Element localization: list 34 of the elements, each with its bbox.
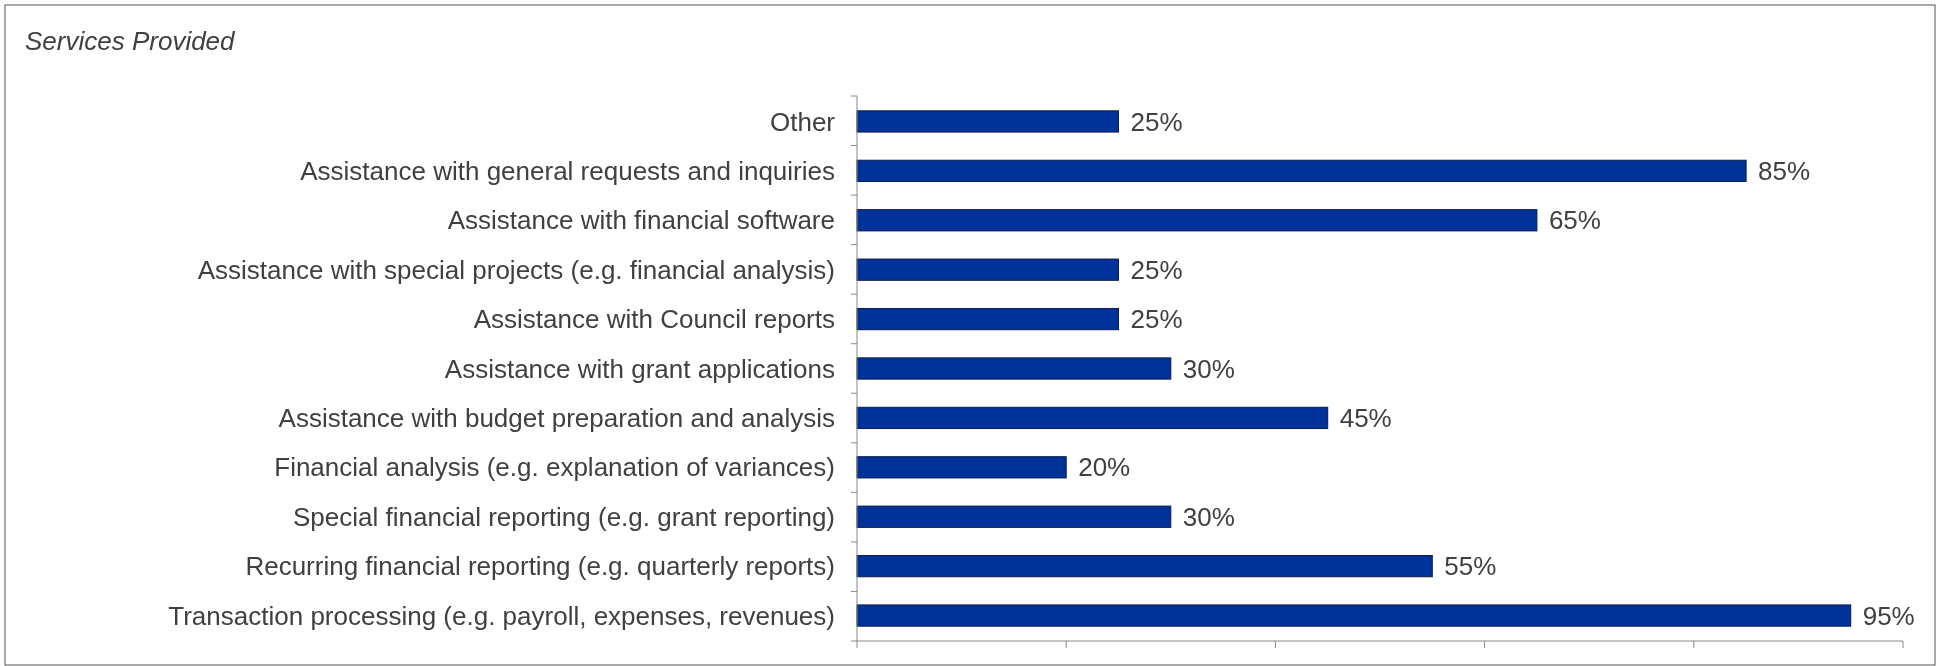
bar xyxy=(856,110,1119,133)
bar xyxy=(856,258,1119,281)
bar xyxy=(856,159,1747,182)
y-tick-label: Recurring financial reporting (e.g. quarterly reports) xyxy=(245,551,835,582)
y-tick-label: Assistance with general requests and inquiries xyxy=(300,155,835,186)
y-tick-label: Assistance with financial software xyxy=(447,205,835,236)
bar xyxy=(856,406,1329,430)
bar xyxy=(856,307,1119,331)
y-tick-label: Assistance with grant applications xyxy=(444,353,835,384)
data-label: 95% xyxy=(1862,600,1915,631)
y-tick-label: Special financial reporting (e.g. grant reporting) xyxy=(293,501,835,532)
data-label: 30% xyxy=(1182,501,1235,532)
data-label: 30% xyxy=(1182,353,1235,384)
y-tick-label: Other xyxy=(769,106,836,137)
data-label: 25% xyxy=(1130,304,1183,335)
y-tick-label: Financial analysis (e.g. explanation of variances) xyxy=(274,452,835,483)
bar xyxy=(856,555,1433,578)
data-label: 55% xyxy=(1444,551,1497,582)
bar xyxy=(856,357,1172,380)
bar xyxy=(856,505,1172,528)
data-label: 85% xyxy=(1758,155,1811,186)
bar xyxy=(856,209,1538,232)
bar xyxy=(856,604,1852,627)
data-label: 25% xyxy=(1130,106,1183,137)
y-tick-label: Transaction processing (e.g. payroll, expenses, revenues) xyxy=(168,600,835,631)
data-label: 45% xyxy=(1339,403,1392,434)
y-tick-label: Assistance with budget preparation and analysis xyxy=(278,403,835,434)
text: Services Provided xyxy=(25,26,237,56)
y-tick-label: Assistance with special projects (e.g. financial analysis) xyxy=(197,254,835,285)
data-label: 25% xyxy=(1130,254,1183,285)
bar xyxy=(856,456,1067,479)
data-label: 20% xyxy=(1078,452,1131,483)
data-label: 65% xyxy=(1548,205,1601,236)
y-tick-label: Assistance with Council reports xyxy=(473,304,835,335)
